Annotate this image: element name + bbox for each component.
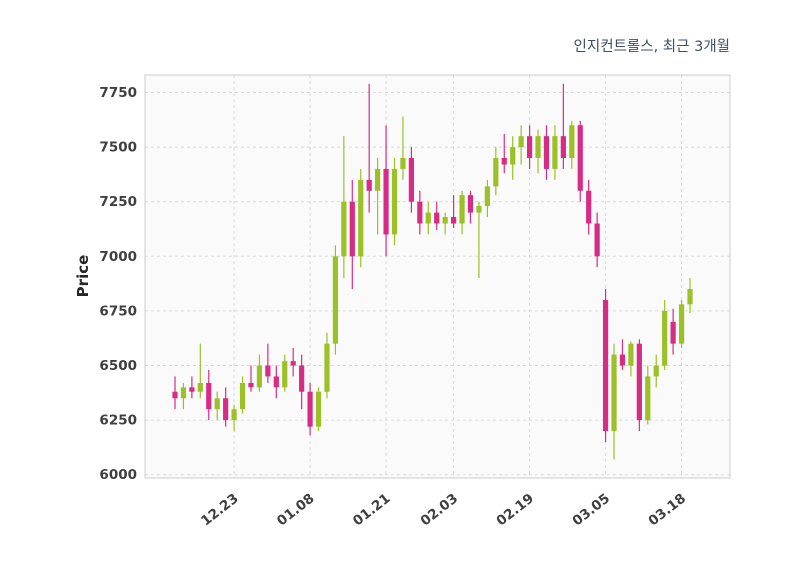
candle-body <box>307 391 313 427</box>
candle-body <box>341 201 347 257</box>
y-tick-label: 7250 <box>99 194 137 210</box>
x-tick-label: 12.23 <box>198 491 242 530</box>
candle-body <box>206 382 212 410</box>
plot-border <box>144 74 731 479</box>
candle-body <box>678 304 685 344</box>
x-tick-label: 01.08 <box>274 491 318 530</box>
candle-body <box>645 376 651 421</box>
candle-body <box>248 382 254 388</box>
candle-body <box>459 195 465 224</box>
candles-group <box>172 83 693 460</box>
y-tick-label: 6500 <box>99 358 137 374</box>
candle-body <box>467 195 474 213</box>
candle-body <box>577 125 583 191</box>
candle-body <box>552 136 558 169</box>
candle-body <box>543 136 550 169</box>
candle-body <box>391 168 398 235</box>
x-tick-label: 03.05 <box>570 491 614 530</box>
y-tick-label: 7500 <box>99 140 137 156</box>
candle-body <box>425 212 431 224</box>
candle-body <box>619 354 626 366</box>
candle-body <box>434 212 440 224</box>
candle-body <box>366 179 372 191</box>
candle-body <box>358 179 364 257</box>
x-tick-label: 02.19 <box>494 491 538 530</box>
candle-body <box>526 136 533 159</box>
candle-body <box>400 158 406 169</box>
y-tick-label: 7750 <box>99 85 137 101</box>
candle-body <box>332 256 339 344</box>
candle-body <box>442 216 448 224</box>
candle-body <box>476 206 482 213</box>
y-tick-labels: 6000 6250 6500 6750 7000 7250 7500 7750 <box>99 85 137 483</box>
candle-body <box>299 365 305 392</box>
candle-body <box>231 409 237 421</box>
candle-body <box>315 391 322 427</box>
y-gridlines <box>145 91 730 476</box>
candle-body <box>628 343 634 366</box>
candle-body <box>172 391 178 399</box>
x-tick-label: 01.21 <box>350 491 394 530</box>
candle-body <box>375 168 381 191</box>
candle-body <box>662 310 668 366</box>
y-tick-label: 6250 <box>99 413 137 429</box>
candle-body <box>636 343 642 421</box>
y-tick-label: 6750 <box>99 303 137 319</box>
candle-body <box>510 147 516 165</box>
chart-title: 인지컨트롤스, 최근 3개월 <box>574 38 730 55</box>
candle-body <box>586 190 592 224</box>
candle-body <box>687 289 693 305</box>
candle-body <box>670 321 676 344</box>
candle-body <box>611 354 617 432</box>
candle-body <box>189 387 195 392</box>
candle-body <box>273 376 279 388</box>
candle-body <box>484 186 490 207</box>
candle-body <box>602 299 609 432</box>
candle-body <box>451 216 457 224</box>
candle-body <box>290 361 296 366</box>
candle-body <box>180 387 187 399</box>
candle-body <box>560 136 566 159</box>
candle-body <box>417 201 423 224</box>
candle-body <box>239 382 246 410</box>
candle-body <box>197 382 203 392</box>
candle-body <box>265 365 271 377</box>
candle-body <box>282 361 288 388</box>
candle-body <box>408 158 414 202</box>
candle-body <box>518 136 524 148</box>
candle-body <box>594 223 600 257</box>
candle-body <box>256 365 263 388</box>
x-tick-label: 03.18 <box>646 491 690 530</box>
y-axis-label: Price <box>74 255 92 298</box>
x-tick-label: 02.03 <box>418 491 462 530</box>
candle-body <box>223 398 229 421</box>
candle-body <box>383 168 389 235</box>
candle-body <box>493 158 499 187</box>
x-tick-labels: 12.23 01.08 01.21 02.03 02.19 03.05 03.18 <box>198 491 689 530</box>
candle-body <box>535 136 541 159</box>
y-tick-label: 7000 <box>99 249 137 265</box>
candle-body <box>324 343 330 392</box>
candle-body <box>501 158 507 165</box>
candle-body <box>214 398 220 410</box>
y-tick-label: 6000 <box>99 467 137 483</box>
candle-body <box>653 365 659 377</box>
candle-body <box>349 201 355 257</box>
candle-body <box>569 125 575 159</box>
